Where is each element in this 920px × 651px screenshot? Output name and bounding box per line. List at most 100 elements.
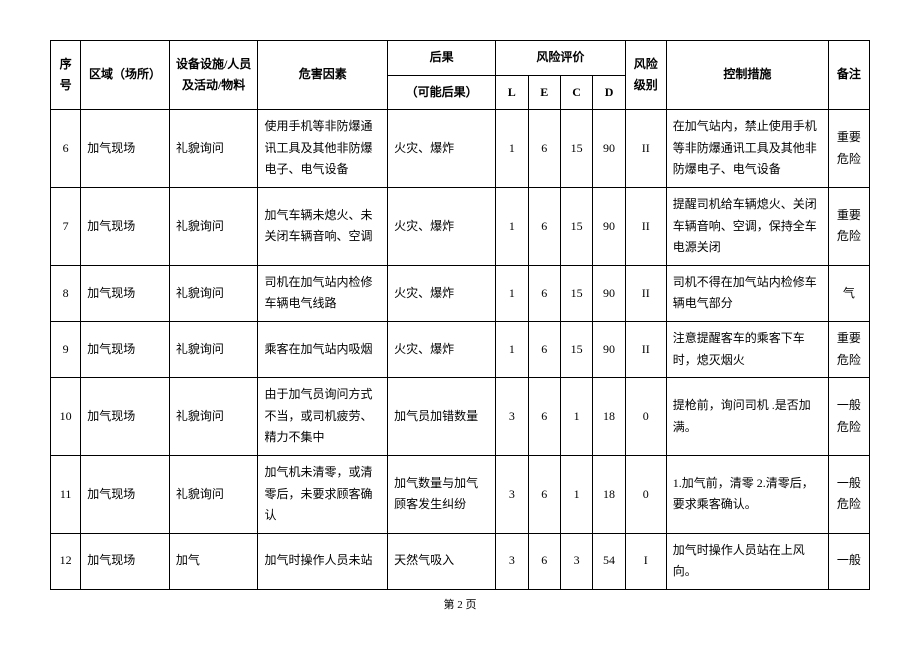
cell-D: 18 <box>593 455 625 533</box>
table-row: 8加气现场礼貌询问司机在加气站内检修车辆电气线路火灾、爆炸161590II司机不… <box>51 265 870 321</box>
cell-D: 90 <box>593 265 625 321</box>
table-row: 10 加气现场礼貌询问由于加气员询问方式不当，或司机疲劳、精力不集中加气员加错数量… <box>51 378 870 456</box>
cell-E: 6 <box>528 187 560 265</box>
th-conseq-bot: （可能后果） <box>388 75 496 110</box>
th-E: E <box>528 75 560 110</box>
cell-hazard: 加气时操作人员未站 <box>258 533 388 589</box>
cell-L: 3 <box>496 455 528 533</box>
th-risk-eval: 风险评价 <box>496 41 626 76</box>
table-row: 11加气现场礼貌询问加气机未清零，或清零后，未要求顾客确认加气数量与加气顾客发生… <box>51 455 870 533</box>
cell-area: 加气现场 <box>81 321 170 377</box>
cell-equip: 礼貌询问 <box>169 110 258 188</box>
table-row: 6加气现场礼貌询问使用手机等非防爆通讯工具及其他非防爆电子、电气设备火灾、爆炸1… <box>51 110 870 188</box>
cell-hazard: 加气机未清零，或清零后，未要求顾客确认 <box>258 455 388 533</box>
cell-hazard: 司机在加气站内检修车辆电气线路 <box>258 265 388 321</box>
cell-C: 15 <box>560 321 592 377</box>
cell-hazard: 乘客在加气站内吸烟 <box>258 321 388 377</box>
cell-seq: 9 <box>51 321 81 377</box>
cell-conseq: 火灾、爆炸 <box>388 187 496 265</box>
cell-L: 1 <box>496 265 528 321</box>
cell-E: 6 <box>528 321 560 377</box>
cell-area: 加气现场 <box>81 110 170 188</box>
cell-level: I <box>625 533 666 589</box>
cell-ctrl: 司机不得在加气站内检修车辆电气部分 <box>666 265 828 321</box>
th-C: C <box>560 75 592 110</box>
cell-L: 3 <box>496 378 528 456</box>
cell-ctrl: 1.加气前，清零 2.清零后，要求乘客确认。 <box>666 455 828 533</box>
cell-level: II <box>625 321 666 377</box>
cell-seq: 11 <box>51 455 81 533</box>
table-body: 6加气现场礼貌询问使用手机等非防爆通讯工具及其他非防爆电子、电气设备火灾、爆炸1… <box>51 110 870 590</box>
cell-D: 54 <box>593 533 625 589</box>
cell-area: 加气现场 <box>81 455 170 533</box>
cell-D: 90 <box>593 187 625 265</box>
cell-remark: 一般 <box>828 533 869 589</box>
cell-seq: 6 <box>51 110 81 188</box>
th-hazard: 危害因素 <box>258 41 388 110</box>
page-footer: 第 2 页 <box>50 596 870 612</box>
cell-seq: 8 <box>51 265 81 321</box>
cell-conseq: 火灾、爆炸 <box>388 265 496 321</box>
cell-E: 6 <box>528 265 560 321</box>
cell-level: II <box>625 110 666 188</box>
cell-ctrl: 提醒司机给车辆熄火、关闭车辆音响、空调，保持全车电源关闭 <box>666 187 828 265</box>
cell-D: 18 <box>593 378 625 456</box>
th-L: L <box>496 75 528 110</box>
cell-seq: 7 <box>51 187 81 265</box>
cell-equip: 加气 <box>169 533 258 589</box>
cell-L: 1 <box>496 321 528 377</box>
cell-ctrl: 提枪前，询问司机 .是否加满。 <box>666 378 828 456</box>
cell-level: 0 <box>625 378 666 456</box>
cell-E: 6 <box>528 378 560 456</box>
cell-L: 1 <box>496 187 528 265</box>
cell-L: 3 <box>496 533 528 589</box>
cell-remark: 重要危险 <box>828 321 869 377</box>
cell-conseq: 加气数量与加气顾客发生纠纷 <box>388 455 496 533</box>
cell-L: 1 <box>496 110 528 188</box>
cell-equip: 礼貌询问 <box>169 265 258 321</box>
th-seq: 序号 <box>51 41 81 110</box>
cell-remark: 一般危险 <box>828 378 869 456</box>
th-conseq-top: 后果 <box>388 41 496 76</box>
th-equip: 设备设施/人员及活动/物料 <box>169 41 258 110</box>
cell-area: 加气现场 <box>81 533 170 589</box>
cell-level: II <box>625 265 666 321</box>
cell-area: 加气现场 <box>81 265 170 321</box>
cell-remark: 重要危险 <box>828 110 869 188</box>
cell-D: 90 <box>593 321 625 377</box>
cell-D: 90 <box>593 110 625 188</box>
cell-remark: 一般危险 <box>828 455 869 533</box>
cell-hazard: 由于加气员询问方式不当，或司机疲劳、精力不集中 <box>258 378 388 456</box>
cell-ctrl: 注意提醒客车的乘客下车时，熄灭烟火 <box>666 321 828 377</box>
cell-conseq: 火灾、爆炸 <box>388 321 496 377</box>
cell-seq: 12 <box>51 533 81 589</box>
table-row: 12加气现场加气加气时操作人员未站天然气吸入36354I加气时操作人员站在上风向… <box>51 533 870 589</box>
cell-level: II <box>625 187 666 265</box>
cell-area: 加气现场 <box>81 378 170 456</box>
cell-equip: 礼貌询问 <box>169 187 258 265</box>
th-area: 区域（场所） <box>81 41 170 110</box>
cell-C: 3 <box>560 533 592 589</box>
cell-remark: 重要危险 <box>828 187 869 265</box>
table-header: 序号 区域（场所） 设备设施/人员及活动/物料 危害因素 后果 风险评价 风险级… <box>51 41 870 110</box>
th-remark: 备注 <box>828 41 869 110</box>
cell-C: 15 <box>560 187 592 265</box>
cell-conseq: 加气员加错数量 <box>388 378 496 456</box>
th-level: 风险级别 <box>625 41 666 110</box>
cell-C: 1 <box>560 378 592 456</box>
cell-ctrl: 加气时操作人员站在上风向。 <box>666 533 828 589</box>
cell-ctrl: 在加气站内，禁止使用手机等非防爆通讯工具及其他非防爆电子、电气设备 <box>666 110 828 188</box>
cell-hazard: 加气车辆未熄火、未关闭车辆音响、空调 <box>258 187 388 265</box>
cell-E: 6 <box>528 455 560 533</box>
cell-conseq: 天然气吸入 <box>388 533 496 589</box>
cell-C: 1 <box>560 455 592 533</box>
risk-table: 序号 区域（场所） 设备设施/人员及活动/物料 危害因素 后果 风险评价 风险级… <box>50 40 870 590</box>
cell-equip: 礼貌询问 <box>169 378 258 456</box>
table-row: 9加气现场礼貌询问乘客在加气站内吸烟火灾、爆炸161590II注意提醒客车的乘客… <box>51 321 870 377</box>
cell-E: 6 <box>528 110 560 188</box>
th-D: D <box>593 75 625 110</box>
cell-level: 0 <box>625 455 666 533</box>
cell-E: 6 <box>528 533 560 589</box>
cell-equip: 礼貌询问 <box>169 321 258 377</box>
cell-area: 加气现场 <box>81 187 170 265</box>
